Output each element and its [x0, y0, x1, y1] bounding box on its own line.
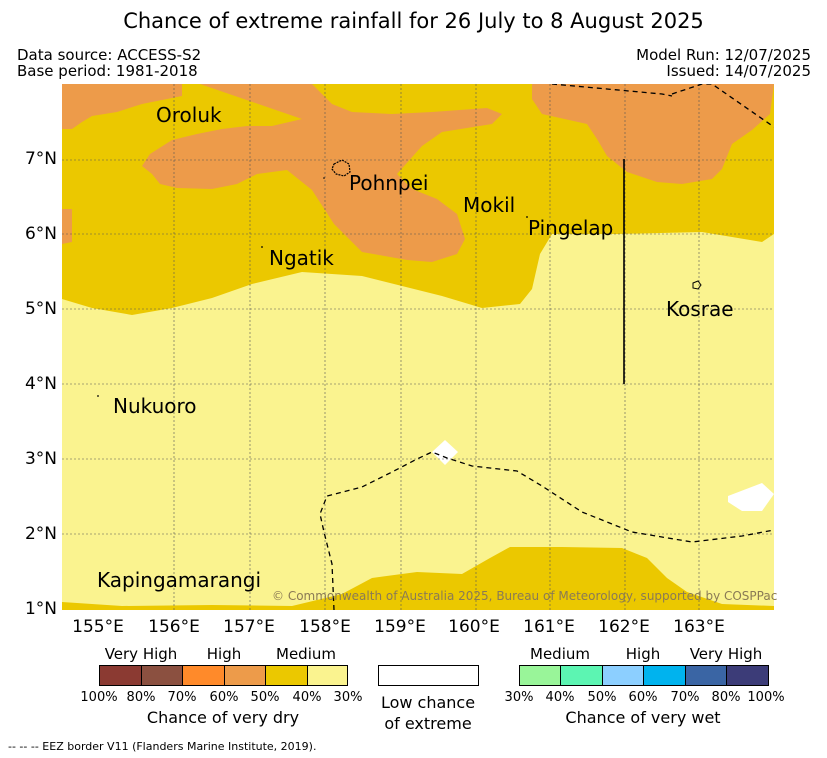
- lon-label-157e: 157°E: [223, 617, 275, 637]
- lon-label-158e: 158°E: [299, 617, 351, 637]
- pohnpei-island-outline: [331, 159, 351, 177]
- eez-border: [319, 84, 774, 610]
- issued-label: Issued: 14/07/2025: [666, 62, 811, 80]
- dry-legend-header-medium: Medium: [276, 645, 336, 663]
- wet-swatch-50-60: [602, 665, 644, 686]
- dry-legend-title: Chance of very dry: [146, 708, 300, 727]
- wet-tick-30: 30%: [504, 690, 534, 705]
- place-label-nukuoro: Nukuoro: [113, 394, 197, 418]
- place-label-pohnpei: Pohnpei: [349, 171, 429, 195]
- place-label-kapingamarangi: Kapingamarangi: [97, 568, 262, 592]
- dry-swatch-80-70: [141, 665, 183, 686]
- dry-swatch-50-40: [265, 665, 308, 686]
- place-label-mokil: Mokil: [463, 193, 516, 217]
- wet-tick-100: 100%: [747, 690, 785, 705]
- low-chance-patch-east: [728, 483, 774, 511]
- wet-swatch-60-70: [643, 665, 686, 686]
- wet-legend-header-very-high: Very High: [689, 645, 763, 663]
- lon-label-155e: 155°E: [72, 617, 124, 637]
- lat-label-7n: 7°N: [24, 149, 57, 169]
- lon-label-156e: 156°E: [148, 617, 200, 637]
- dry-legend-header-very-high: Very High: [104, 645, 178, 663]
- dry-tick-60: 60%: [209, 690, 239, 705]
- lon-label-161e: 161°E: [523, 617, 575, 637]
- dry-tick-30: 30%: [333, 690, 363, 705]
- mokil-island-marker: [526, 216, 528, 218]
- dry-swatch-70-60: [182, 665, 225, 686]
- lon-label-160e: 160°E: [448, 617, 500, 637]
- data-source-label: Data source: ACCESS-S2: [17, 46, 202, 64]
- lat-label-2n: 2°N: [24, 524, 57, 544]
- dry-swatch-60-50: [224, 665, 266, 686]
- wet-legend-header-high: High: [625, 645, 661, 663]
- nukuoro-island-marker: [97, 395, 99, 397]
- dry-tick-50: 50%: [250, 690, 280, 705]
- dry-swatch-100-80: [99, 665, 142, 686]
- wet-legend-header-medium: Medium: [530, 645, 590, 663]
- copyright-credit: © Commonwealth of Australia 2025, Bureau…: [272, 589, 778, 603]
- dry-legend-header-high: High: [206, 645, 242, 663]
- dry-swatch-40-30: [307, 665, 348, 686]
- place-label-ngatik: Ngatik: [269, 246, 334, 270]
- low-chance-title-line1: Low chance: [380, 693, 476, 712]
- place-label-pingelap: Pingelap: [528, 216, 614, 240]
- map-title: Chance of extreme rainfall for 26 July t…: [123, 9, 704, 33]
- dry-tick-70: 70%: [167, 690, 197, 705]
- lat-label-5n: 5°N: [24, 299, 57, 319]
- model-run-label: Model Run: 12/07/2025: [636, 46, 811, 64]
- wet-tick-60: 60%: [628, 690, 658, 705]
- lat-label-3n: 3°N: [24, 449, 57, 469]
- low-chance-patch: [432, 440, 458, 465]
- ngatik-island-marker: [261, 246, 263, 248]
- high-dry-region: [62, 84, 774, 262]
- low-chance-title-line2: of extreme: [384, 714, 472, 733]
- wet-swatch-70-80: [685, 665, 727, 686]
- wet-swatch-40-50: [560, 665, 603, 686]
- lon-label-159e: 159°E: [374, 617, 426, 637]
- place-label-oroluk: Oroluk: [156, 103, 222, 127]
- wet-swatch-30-40: [519, 665, 561, 686]
- base-period-label: Base period: 1981-2018: [17, 62, 198, 80]
- lon-label-162e: 162°E: [598, 617, 650, 637]
- dry-tick-40: 40%: [292, 690, 322, 705]
- dry-tick-100: 100%: [80, 690, 118, 705]
- low-chance-swatch: [378, 665, 479, 686]
- lat-label-1n: 1°N: [24, 599, 57, 619]
- kosrae-island-outline: [692, 280, 702, 290]
- pohnpei-islet-marker: [323, 177, 325, 179]
- grid: [62, 84, 774, 610]
- place-label-kosrae: Kosrae: [666, 297, 734, 321]
- lon-label-163e: 163°E: [673, 617, 725, 637]
- dry-tick-80: 80%: [126, 690, 156, 705]
- lat-label-4n: 4°N: [24, 374, 57, 394]
- wet-tick-40: 40%: [545, 690, 575, 705]
- wet-tick-70: 70%: [670, 690, 700, 705]
- rainfall-map: [62, 84, 774, 610]
- wet-swatch-80-100: [726, 665, 769, 686]
- wet-legend-title: Chance of very wet: [565, 708, 721, 727]
- eez-footnote: -- -- -- EEZ border V11 (Flanders Marine…: [8, 740, 317, 753]
- lat-label-6n: 6°N: [24, 224, 57, 244]
- wet-tick-80: 80%: [711, 690, 741, 705]
- wet-tick-50: 50%: [587, 690, 617, 705]
- medium-dry-50-region-south: [62, 547, 774, 610]
